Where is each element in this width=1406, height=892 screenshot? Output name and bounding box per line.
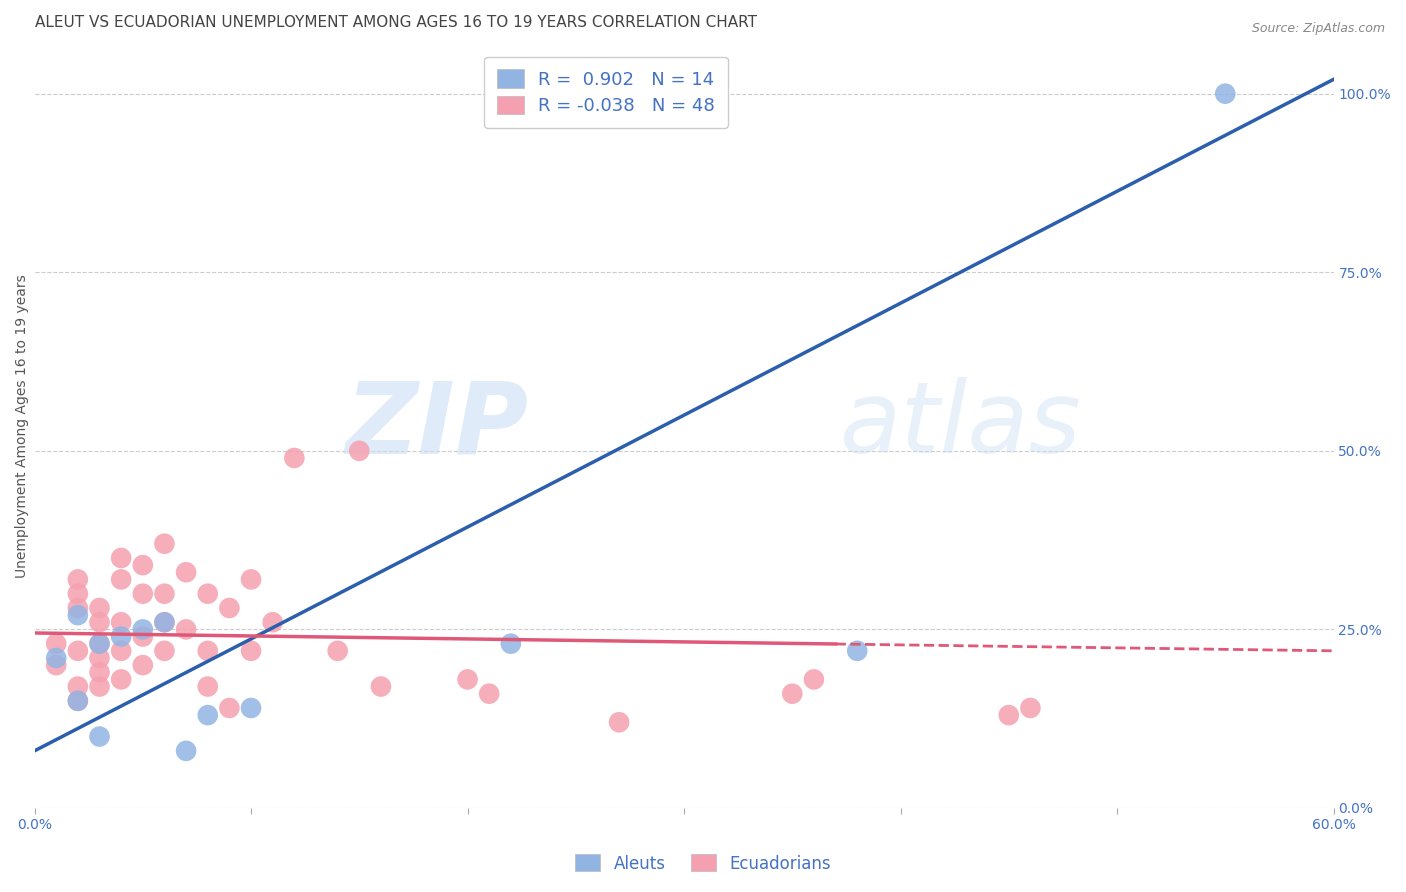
Point — [89, 615, 111, 630]
Point — [153, 587, 176, 601]
Point — [132, 658, 155, 673]
Point — [197, 587, 219, 601]
Point — [370, 680, 392, 694]
Point — [846, 644, 869, 658]
Point — [110, 673, 132, 687]
Point — [218, 701, 240, 715]
Point — [132, 630, 155, 644]
Point — [197, 708, 219, 723]
Point — [240, 644, 263, 658]
Point — [45, 658, 67, 673]
Text: ZIP: ZIP — [344, 377, 529, 475]
Point — [218, 601, 240, 615]
Point — [153, 615, 176, 630]
Point — [66, 573, 89, 587]
Point — [89, 730, 111, 744]
Point — [803, 673, 825, 687]
Point — [110, 644, 132, 658]
Text: ALEUT VS ECUADORIAN UNEMPLOYMENT AMONG AGES 16 TO 19 YEARS CORRELATION CHART: ALEUT VS ECUADORIAN UNEMPLOYMENT AMONG A… — [35, 15, 756, 30]
Point — [153, 644, 176, 658]
Y-axis label: Unemployment Among Ages 16 to 19 years: Unemployment Among Ages 16 to 19 years — [15, 274, 30, 578]
Point — [89, 601, 111, 615]
Point — [174, 623, 197, 637]
Point — [499, 637, 522, 651]
Point — [153, 615, 176, 630]
Point — [45, 637, 67, 651]
Text: Source: ZipAtlas.com: Source: ZipAtlas.com — [1251, 22, 1385, 36]
Point — [1213, 87, 1236, 101]
Point — [174, 566, 197, 580]
Point — [45, 651, 67, 665]
Point — [89, 680, 111, 694]
Point — [197, 644, 219, 658]
Point — [66, 601, 89, 615]
Point — [89, 637, 111, 651]
Point — [1019, 701, 1042, 715]
Point — [89, 637, 111, 651]
Point — [997, 708, 1019, 723]
Legend: Aleuts, Ecuadorians: Aleuts, Ecuadorians — [568, 847, 838, 880]
Point — [240, 701, 263, 715]
Point — [478, 687, 501, 701]
Point — [66, 587, 89, 601]
Point — [283, 450, 305, 465]
Point — [782, 687, 804, 701]
Point — [607, 715, 630, 730]
Point — [240, 573, 263, 587]
Point — [132, 587, 155, 601]
Point — [153, 537, 176, 551]
Point — [132, 558, 155, 573]
Point — [66, 608, 89, 623]
Point — [262, 615, 284, 630]
Point — [66, 694, 89, 708]
Point — [110, 630, 132, 644]
Legend: R =  0.902   N = 14, R = -0.038   N = 48: R = 0.902 N = 14, R = -0.038 N = 48 — [484, 56, 728, 128]
Point — [349, 443, 371, 458]
Point — [132, 623, 155, 637]
Point — [174, 744, 197, 758]
Point — [66, 694, 89, 708]
Point — [326, 644, 349, 658]
Point — [66, 644, 89, 658]
Point — [110, 551, 132, 566]
Point — [110, 573, 132, 587]
Point — [457, 673, 479, 687]
Point — [197, 680, 219, 694]
Point — [66, 680, 89, 694]
Point — [89, 651, 111, 665]
Point — [89, 665, 111, 680]
Text: atlas: atlas — [839, 377, 1081, 475]
Point — [110, 615, 132, 630]
